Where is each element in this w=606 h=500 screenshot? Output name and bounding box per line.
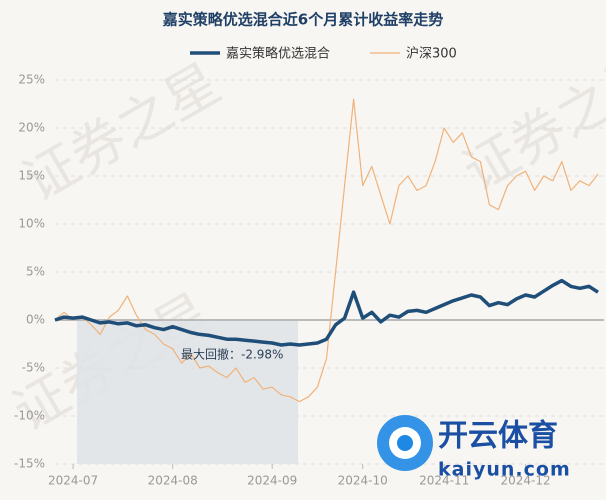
x-tick-label: 2024-12	[501, 474, 551, 488]
watermark: 证券之星	[12, 51, 231, 214]
x-tick-label: 2024-09	[247, 474, 297, 488]
y-tick-label: 0%	[26, 313, 45, 327]
plot: -15% -10% -5% 0% 5% 10% 15% 20% 25% 2024-07 2024-0…	[14, 73, 604, 488]
y-tick-label: 25%	[18, 73, 45, 87]
logo-name: 开云体育	[438, 419, 558, 454]
y-tick-label: -15%	[14, 457, 45, 471]
logo-ball-center	[397, 435, 413, 451]
annotation: 最大回撤：-2.98%	[181, 347, 283, 362]
chart-title: 嘉实策略优选混合近6个月累计收益率走势	[162, 11, 443, 29]
y-tick-label: 10%	[18, 217, 45, 231]
series-line	[54, 278, 599, 347]
series-line	[54, 98, 599, 403]
y-tick-label: 20%	[18, 121, 45, 135]
x-tick-label: 2024-11	[419, 474, 469, 488]
y-tick-label: 15%	[18, 169, 45, 183]
legend-label: 沪深300	[406, 46, 457, 62]
drawdown-area	[77, 320, 298, 464]
logo: 开云体育 kaiyun.com	[377, 415, 571, 481]
legend-label: 嘉实策略优选混合	[226, 46, 330, 62]
logo-url: kaiyun.com	[438, 459, 571, 481]
y-tick-label: -5%	[22, 361, 45, 375]
x-tick-label: 2024-10	[338, 474, 388, 488]
y-tick-label: 5%	[26, 265, 45, 279]
x-tick-label: 2024-07	[48, 474, 98, 488]
x-tick-label: 2024-08	[148, 474, 198, 488]
y-tick-label: -10%	[14, 409, 45, 423]
